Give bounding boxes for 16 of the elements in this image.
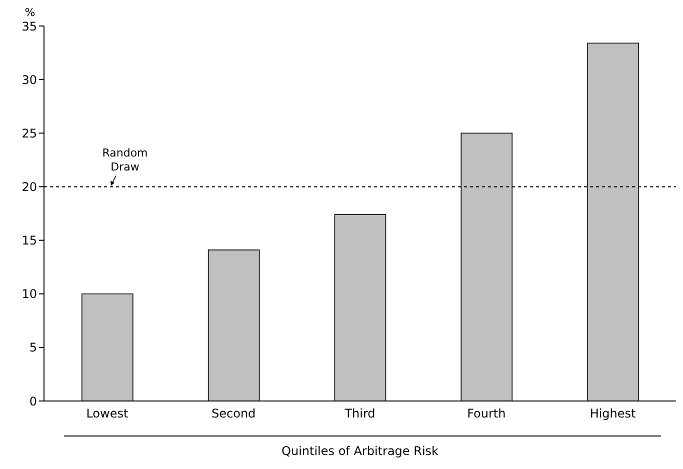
x-tick-label: Lowest: [86, 406, 128, 421]
y-tick-label: 20: [22, 180, 37, 194]
y-tick-label: 10: [22, 287, 37, 302]
x-tick-label: Fourth: [467, 406, 506, 421]
x-axis-title: Quintiles of Arbitrage Risk: [282, 444, 439, 458]
y-tick-label: 15: [22, 234, 37, 248]
x-tick-label: Highest: [590, 406, 636, 421]
ref-line-label: Random Draw: [102, 146, 148, 174]
y-tick-label: 0: [29, 394, 37, 408]
y-axis-title: %: [24, 6, 36, 19]
y-tick-label: 25: [22, 126, 37, 140]
y-tick-label: 5: [29, 340, 37, 355]
y-tick-label: 30: [22, 72, 37, 87]
y-tick-label: 35: [22, 19, 37, 34]
x-tick-label: Third: [344, 406, 376, 421]
x-tick-label: Second: [212, 406, 256, 421]
